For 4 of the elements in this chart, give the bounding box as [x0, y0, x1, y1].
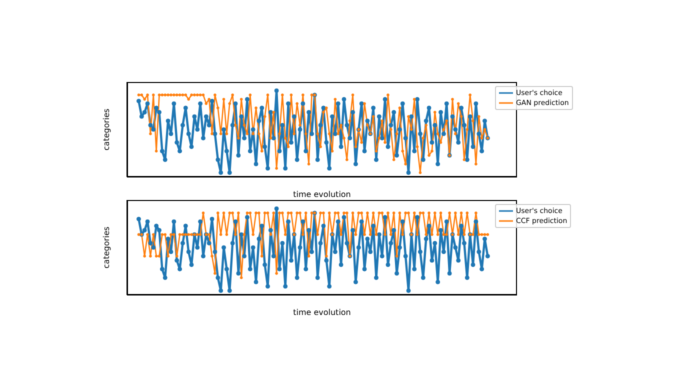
- x-axis-title: time evolution: [293, 308, 351, 317]
- x-axis-title: time evolution: [293, 190, 351, 199]
- y-axis-title: categories: [102, 108, 111, 150]
- y-axis-title: categories: [102, 226, 111, 268]
